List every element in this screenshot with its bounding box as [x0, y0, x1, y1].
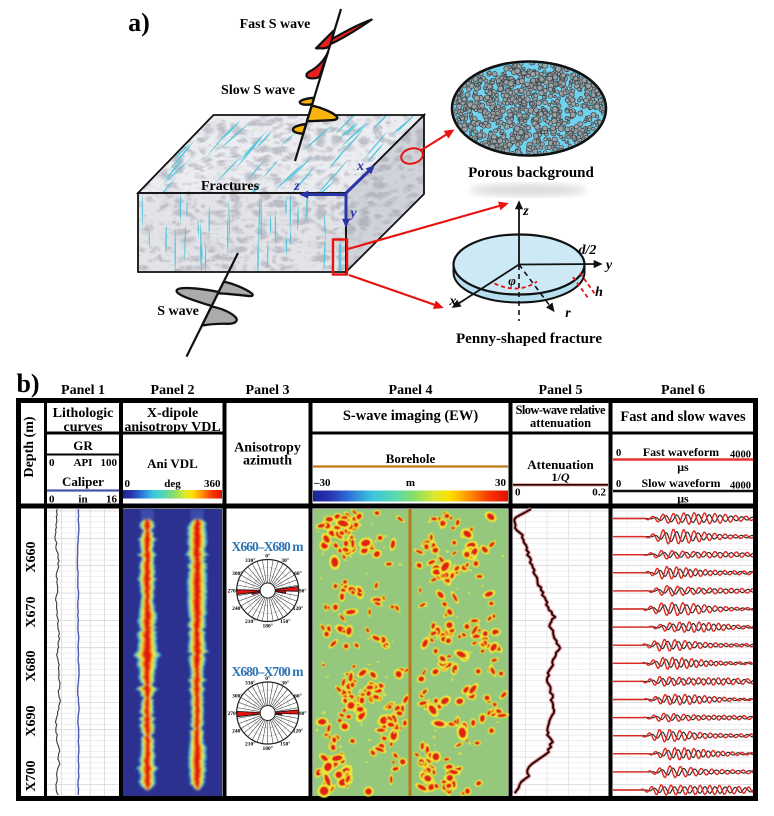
svg-text:0: 0	[616, 448, 621, 459]
svg-text:curves: curves	[64, 420, 103, 435]
svg-text:4000: 4000	[730, 450, 751, 461]
svg-text:anisotropy VDL: anisotropy VDL	[124, 420, 220, 435]
svg-text:0: 0	[49, 457, 55, 469]
svg-text:attenuation: attenuation	[530, 416, 591, 430]
svg-text:X670: X670	[24, 596, 39, 627]
svg-text:0: 0	[125, 478, 131, 490]
svg-text:API: API	[74, 457, 93, 469]
svg-text:Panel 6: Panel 6	[661, 383, 705, 398]
svg-text:Anisotropy: Anisotropy	[234, 441, 301, 456]
svg-text:Panel 1: Panel 1	[61, 383, 105, 398]
svg-text:90°: 90°	[299, 588, 307, 595]
svg-text:30: 30	[495, 477, 507, 489]
svg-text:Porous background: Porous background	[468, 165, 594, 181]
svg-text:X700: X700	[24, 760, 39, 791]
svg-text:h: h	[595, 285, 603, 300]
svg-text:240°: 240°	[232, 728, 242, 735]
svg-text:Fractures: Fractures	[201, 179, 260, 194]
svg-text:X660: X660	[24, 541, 39, 572]
svg-text:240°: 240°	[232, 605, 242, 612]
svg-text:Panel 4: Panel 4	[389, 383, 433, 398]
svg-text:330°: 330°	[245, 557, 255, 564]
svg-text:210°: 210°	[245, 740, 255, 747]
svg-text:Fast and slow waves: Fast and slow waves	[620, 409, 746, 425]
svg-text:Ani VDL: Ani VDL	[147, 456, 198, 471]
svg-text:m: m	[406, 477, 415, 489]
svg-text:60°: 60°	[294, 693, 302, 700]
svg-text:Caliper: Caliper	[62, 474, 104, 489]
svg-text:Attenuation: Attenuation	[527, 457, 594, 472]
svg-text:Panel 5: Panel 5	[539, 383, 583, 398]
svg-text:Slow waveform: Slow waveform	[642, 476, 721, 490]
svg-text:0: 0	[49, 494, 55, 506]
svg-text:30°: 30°	[281, 680, 289, 687]
svg-text:100: 100	[101, 457, 118, 469]
svg-text:Panel 2: Panel 2	[151, 383, 195, 398]
svg-text:0: 0	[515, 487, 521, 499]
svg-text:0.2: 0.2	[592, 487, 606, 499]
svg-text:Slow-wave relative: Slow-wave relative	[516, 403, 606, 417]
svg-text:S-wave imaging (EW): S-wave imaging (EW)	[343, 408, 479, 424]
svg-text:X690: X690	[24, 705, 39, 736]
svg-text:X680: X680	[24, 650, 39, 681]
svg-text:150°: 150°	[280, 740, 290, 747]
svg-text:GR: GR	[73, 438, 93, 453]
svg-text:0°: 0°	[265, 553, 270, 560]
svg-text:Depth (m): Depth (m)	[22, 416, 37, 477]
svg-text:azimuth: azimuth	[243, 454, 292, 469]
svg-text:4000: 4000	[730, 481, 751, 492]
svg-text:z: z	[522, 204, 529, 219]
svg-text:180°: 180°	[262, 745, 272, 752]
svg-text:1/Q: 1/Q	[551, 470, 569, 484]
svg-text:300°: 300°	[232, 693, 242, 700]
svg-text:X660–X680 m: X660–X680 m	[232, 539, 305, 554]
svg-text:Slow S wave: Slow S wave	[221, 83, 295, 98]
svg-text:y: y	[604, 258, 613, 273]
svg-text:270°: 270°	[227, 710, 237, 717]
svg-text:X-dipole: X-dipole	[147, 406, 198, 421]
svg-text:X680–X700 m: X680–X700 m	[232, 664, 305, 679]
svg-text:deg: deg	[164, 478, 181, 490]
svg-text:φ: φ	[508, 273, 516, 288]
svg-text:z: z	[293, 179, 300, 194]
svg-text:180°: 180°	[262, 623, 272, 630]
svg-text:300°: 300°	[232, 570, 242, 577]
svg-text:μs: μs	[677, 492, 689, 506]
svg-text:Lithologic: Lithologic	[53, 406, 114, 421]
svg-text:Fast waveform: Fast waveform	[643, 445, 719, 459]
svg-text:d/2: d/2	[579, 243, 597, 258]
svg-text:0: 0	[616, 479, 621, 490]
svg-text:Panel 3: Panel 3	[246, 383, 290, 398]
svg-text:120°: 120°	[293, 605, 303, 612]
svg-text:S wave: S wave	[157, 304, 199, 319]
svg-text:16: 16	[106, 494, 118, 506]
svg-text:b): b)	[16, 369, 39, 398]
svg-text:120°: 120°	[293, 728, 303, 735]
svg-text:a): a)	[128, 8, 150, 37]
svg-text:μs: μs	[677, 460, 689, 474]
svg-text:r: r	[565, 306, 571, 321]
svg-text:y: y	[348, 206, 357, 221]
svg-text:210°: 210°	[245, 618, 255, 625]
svg-text:360: 360	[204, 478, 221, 490]
svg-text:–30: –30	[313, 477, 331, 489]
svg-text:60°: 60°	[294, 570, 302, 577]
svg-text:Fast S wave: Fast S wave	[240, 17, 311, 32]
svg-text:30°: 30°	[281, 557, 289, 564]
svg-text:330°: 330°	[245, 680, 255, 687]
svg-text:x: x	[449, 294, 457, 309]
svg-text:270°: 270°	[227, 588, 237, 595]
svg-text:Borehole: Borehole	[386, 451, 436, 466]
svg-text:150°: 150°	[280, 618, 290, 625]
svg-text:x: x	[356, 159, 364, 174]
svg-text:90°: 90°	[299, 710, 307, 717]
svg-text:in: in	[78, 494, 87, 506]
svg-text:Penny-shaped fracture: Penny-shaped fracture	[456, 331, 602, 347]
svg-text:0°: 0°	[265, 675, 270, 682]
